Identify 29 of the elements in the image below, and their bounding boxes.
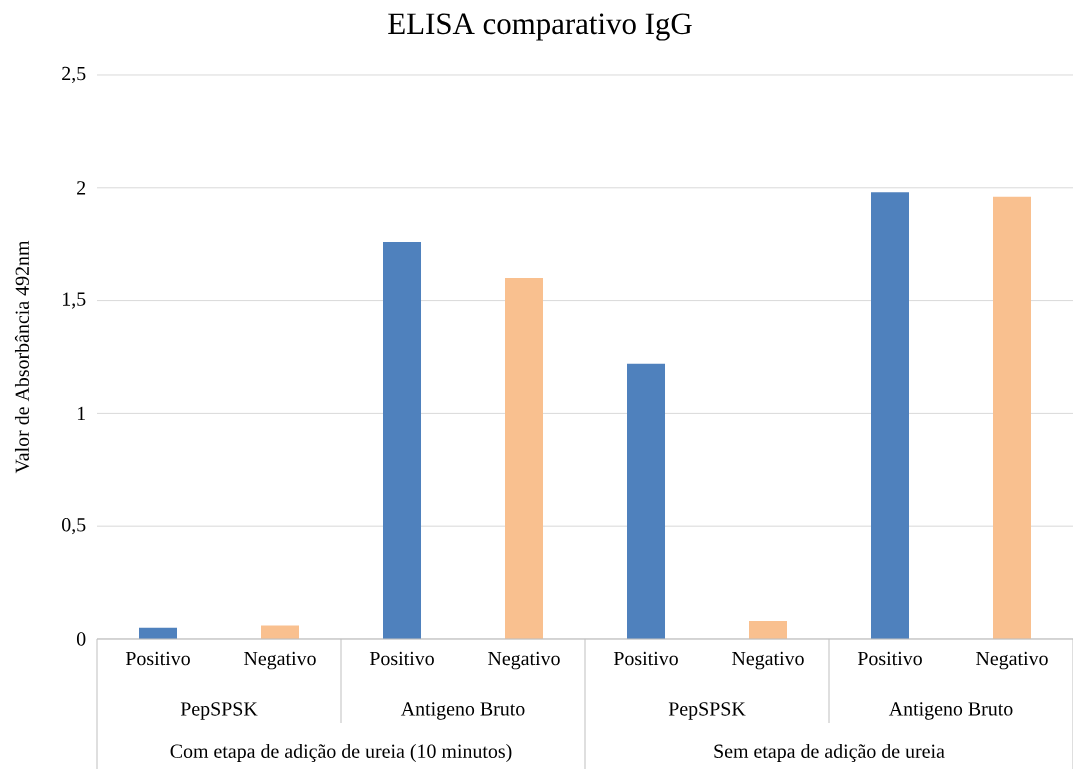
- x-tick-label: Negativo: [488, 651, 560, 670]
- text: Antigeno Bruto: [400, 702, 525, 720]
- y-tick-label: 1,5: [63, 292, 86, 309]
- y-tick-label: 0: [76, 632, 86, 646]
- bar: [383, 241, 422, 639]
- x-tick-label: Positivo: [369, 651, 434, 666]
- bar: [871, 192, 910, 639]
- y-tick-label: 1: [77, 406, 85, 420]
- chart-title: ELISA comparativo IgG: [388, 13, 692, 41]
- y-tick-label: 0,5: [62, 518, 86, 535]
- x-tick-label: Negativo: [244, 651, 316, 670]
- x-tick-label: Positivo: [613, 651, 678, 666]
- x-tick-label: Negativo: [732, 651, 804, 670]
- x-tick-label: Positivo: [125, 651, 190, 666]
- bar: [993, 196, 1032, 639]
- text: PepSPSK: [668, 702, 746, 720]
- text: Sem etapa de adição de ureia: [714, 743, 945, 763]
- bar: [749, 620, 788, 639]
- bar: [505, 278, 544, 639]
- y-tick-label: 2,5: [62, 66, 86, 84]
- text: Com etapa de adição de ureia (10 minutos): [170, 743, 512, 763]
- y-axis-title: Valor de Absorbância 492nm: [14, 240, 30, 474]
- x-tick-label: Negativo: [976, 651, 1048, 670]
- bar: [261, 625, 300, 639]
- y-tick-label: 2: [77, 181, 86, 195]
- text: PepSPSK: [180, 702, 258, 720]
- x-tick-label: Positivo: [857, 651, 922, 666]
- text: Antigeno Bruto: [888, 702, 1013, 720]
- bar: [627, 363, 666, 639]
